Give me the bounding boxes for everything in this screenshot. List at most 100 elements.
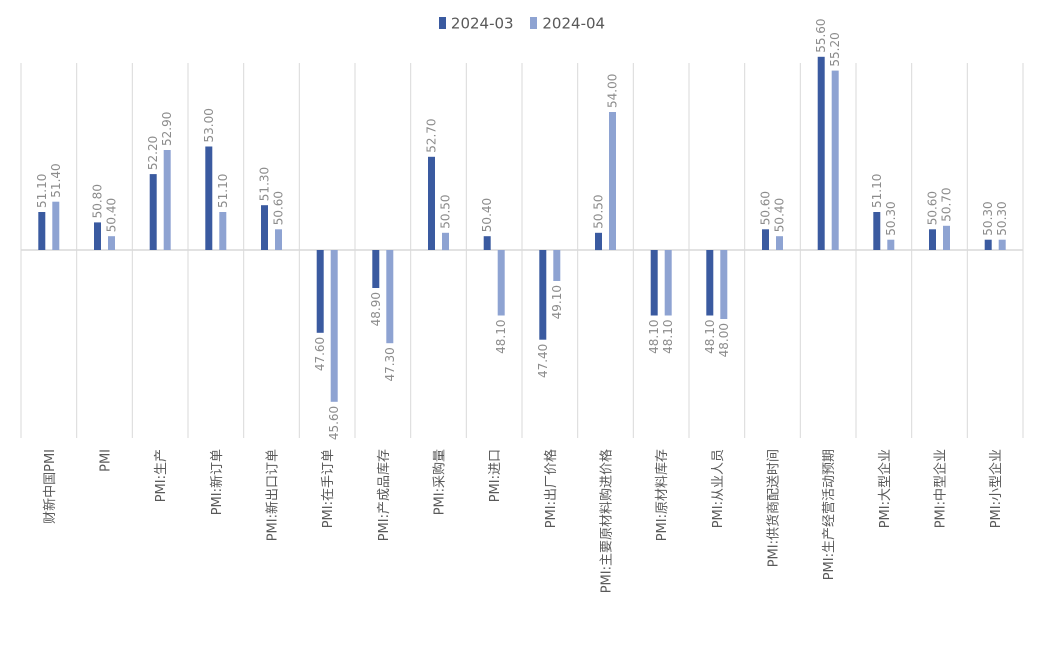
bar-series-2: [998, 239, 1006, 250]
x-tick-label: PMI:供货商配送时间: [766, 449, 782, 567]
bar-series-2: [275, 229, 282, 250]
bar-series-1: [762, 229, 769, 250]
x-tick-label: PMI:原材料库存: [654, 449, 670, 541]
x-tick-label: PMI:出厂价格: [543, 449, 559, 528]
bar-series-1: [595, 232, 602, 251]
data-label-series-2: 49.10: [550, 285, 564, 319]
bar-series-1: [261, 205, 268, 250]
bar-series-2: [219, 212, 227, 250]
x-tick-label: PMI:产成品库存: [376, 449, 392, 541]
bar-series-1: [706, 250, 714, 316]
bar-series-2: [831, 70, 839, 250]
data-label-series-2: 48.00: [717, 323, 731, 357]
data-label-series-2: 51.40: [49, 163, 63, 197]
bar-series-1: [94, 222, 101, 250]
gridlines: [20, 63, 1024, 438]
x-tick-label: PMI:生产经营活动预期: [822, 449, 837, 580]
data-label-series-1: 48.90: [369, 292, 383, 326]
data-label-series-2: 50.60: [272, 191, 286, 225]
data-label-series-1: 48.10: [703, 320, 717, 354]
data-label-series-2: 48.10: [661, 320, 675, 354]
bar-series-1: [428, 156, 435, 250]
data-label-series-1: 50.80: [91, 184, 105, 218]
x-tick-label: PMI: [99, 449, 114, 472]
x-tick-label: PMI:进口: [488, 449, 503, 502]
bar-series-1: [929, 229, 936, 250]
bar-series-2: [720, 250, 728, 319]
data-label-series-2: 50.50: [439, 194, 453, 228]
bar-series-2: [52, 201, 60, 250]
x-tick-label: PMI:中型企业: [933, 449, 949, 528]
bars: [38, 56, 1006, 402]
data-label-series-1: 48.10: [647, 320, 661, 354]
data-label-series-2: 45.60: [327, 406, 341, 440]
data-label-series-2: 50.40: [105, 198, 119, 232]
data-label-series-2: 55.20: [828, 32, 842, 66]
legend-swatch-series-2: [530, 17, 538, 30]
bar-series-2: [664, 250, 672, 316]
data-label-series-1: 50.60: [759, 191, 773, 225]
bar-series-2: [163, 150, 171, 250]
bar-series-2: [943, 225, 950, 250]
data-label-series-2: 47.30: [383, 347, 397, 381]
bar-series-1: [372, 250, 380, 288]
bar-series-1: [483, 236, 491, 250]
data-label-series-1: 52.70: [425, 118, 439, 152]
bar-series-1: [984, 239, 992, 250]
x-tick-label: PMI:生产: [154, 449, 169, 502]
chart-legend: 2024-03 2024-04: [0, 14, 1044, 33]
data-label-series-1: 53.00: [202, 108, 216, 142]
bar-series-2: [497, 250, 505, 316]
x-tick-label: PMI:从业人员: [711, 449, 726, 528]
bar-series-1: [539, 250, 547, 340]
data-label-series-1: 50.60: [926, 191, 940, 225]
bar-series-2: [442, 232, 449, 251]
bar-series-2: [330, 250, 338, 402]
x-tick-label: PMI:新出口订单: [265, 449, 281, 541]
data-label-series-2: 48.10: [494, 320, 508, 354]
bar-series-1: [149, 174, 157, 250]
legend-label-series-2: 2024-04: [542, 14, 606, 33]
data-label-series-1: 51.10: [870, 174, 884, 208]
x-tick-label: PMI:采购量: [432, 449, 448, 515]
bar-series-1: [817, 56, 825, 250]
bar-series-2: [386, 250, 394, 344]
bar-series-2: [553, 250, 561, 281]
x-tick-label: PMI:主要原材料购进价格: [599, 449, 615, 593]
x-tick-label: PMI:大型企业: [877, 449, 893, 528]
legend-label-series-1: 2024-03: [450, 14, 514, 33]
bar-series-2: [776, 236, 783, 250]
data-label-series-2: 50.30: [884, 201, 898, 235]
x-tick-label: 财新中国PMI: [42, 449, 58, 524]
legend-swatch-series-1: [438, 17, 446, 30]
bar-series-1: [38, 212, 46, 250]
bar-series-1: [873, 212, 881, 250]
legend-item-series-1: 2024-03: [438, 14, 514, 33]
data-label-series-2: 52.90: [160, 112, 174, 146]
bar-series-1: [316, 250, 324, 333]
bar-series-2: [887, 239, 895, 250]
data-label-series-1: 52.20: [146, 136, 160, 170]
data-label-series-1: 50.40: [480, 198, 494, 232]
data-label-series-1: 55.60: [814, 18, 828, 52]
data-label-series-2: 50.30: [995, 201, 1009, 235]
bar-series-2: [108, 236, 115, 250]
data-label-series-2: 51.10: [216, 174, 230, 208]
data-label-series-1: 50.30: [981, 201, 995, 235]
data-label-series-1: 47.40: [536, 344, 550, 378]
x-tick-label: PMI:小型企业: [988, 449, 1004, 528]
data-label-series-2: 50.40: [773, 198, 787, 232]
x-tick-label: PMI:在手订单: [321, 449, 336, 528]
data-label-series-1: 50.50: [592, 194, 606, 228]
data-label-series-1: 51.10: [35, 174, 49, 208]
data-label-series-1: 51.30: [258, 167, 272, 201]
x-tick-labels: 财新中国PMI PMI PMI:生产 PMI:新订单 PMI:新出口订单 PMI:在手订单…: [42, 449, 1004, 593]
bar-series-1: [650, 250, 658, 316]
bar-series-2: [609, 112, 616, 250]
bar-series-1: [205, 146, 213, 250]
legend-item-series-2: 2024-04: [530, 14, 605, 33]
data-label-series-1: 47.60: [313, 337, 327, 371]
data-label-series-2: 54.00: [606, 74, 620, 108]
